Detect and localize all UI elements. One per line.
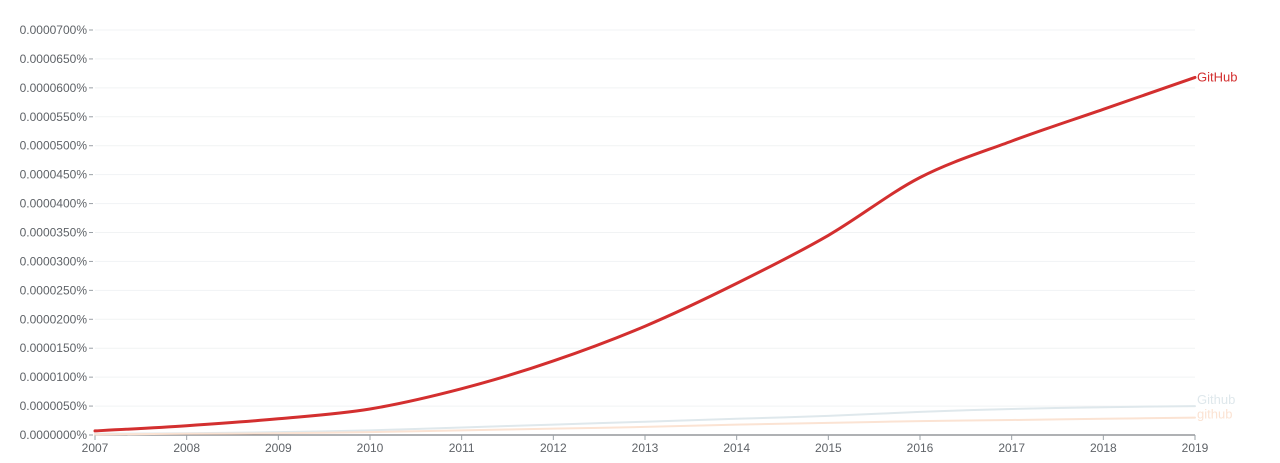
y-tick-label: 0.0000150% [20,341,88,355]
x-tick-label: 2011 [449,441,475,455]
series-label-0: Github [1197,392,1235,407]
x-tick-label: 2016 [907,441,934,455]
y-tick-label: 0.0000650% [20,52,88,66]
series-lines [93,75,1197,436]
series-label-1: github [1197,407,1232,422]
x-tick-label: 2014 [723,441,750,455]
y-tick-label: 0.0000100% [20,370,88,384]
series-label-2: GitHub [1197,69,1237,84]
y-tick-label: 0.0000400% [20,197,88,211]
y-tick-label: 0.0000550% [20,110,88,124]
x-tick-label: 2013 [632,441,659,455]
y-axis: 0.0000000% 0.0000050% 0.0000100% 0.0000150%… [20,23,93,442]
x-tick-label: 2007 [82,441,109,455]
series-line-github-1[interactable] [94,416,1196,436]
y-tick-label: 0.0000200% [20,312,88,326]
x-tick-label: 2017 [998,441,1025,455]
y-tick-label: 0.0000600% [20,81,88,95]
y-tick-label: 0.0000500% [20,139,88,153]
series-line-github-0[interactable] [94,405,1196,435]
x-tick-label: 2019 [1182,441,1209,455]
y-tick-label: 0.0000350% [20,226,88,240]
y-tick-label: 0.0000000% [20,428,88,442]
x-tick-label: 2015 [815,441,842,455]
x-tick-label: 2008 [173,441,200,455]
grid-lines [95,29,1195,407]
x-tick-label: 2012 [540,441,567,455]
y-tick-label: 0.0000700% [20,23,88,37]
x-tick-label: 2010 [357,441,384,455]
y-tick-label: 0.0000300% [20,254,88,268]
y-tick-label: 0.0000450% [20,168,88,182]
x-axis: 2007 2008 2009 2010 2011 2012 2013 2014 2015 2016… [82,434,1209,455]
x-tick-label: 2018 [1090,441,1117,455]
y-tick-label: 0.0000250% [20,283,88,297]
series-line-github-2[interactable] [93,75,1197,433]
y-tick-label: 0.0000050% [20,399,88,413]
x-tick-label: 2009 [265,441,292,455]
